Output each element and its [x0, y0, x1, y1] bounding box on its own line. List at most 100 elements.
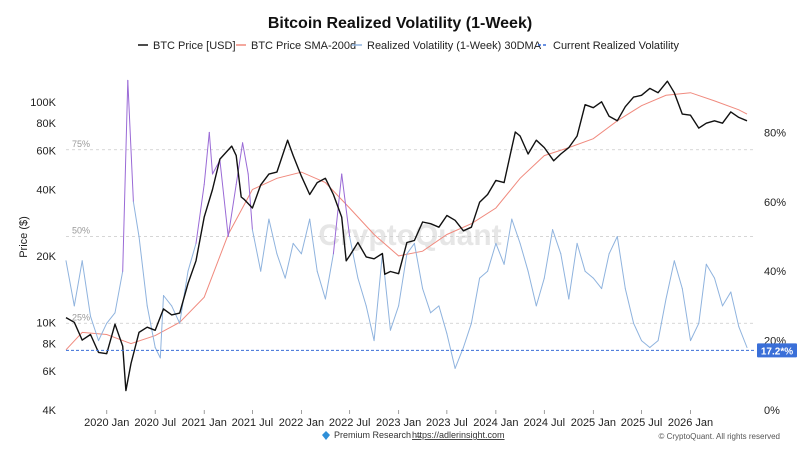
- volatility-segment: [324, 253, 334, 300]
- volatility-segment: [300, 218, 311, 255]
- volatility-segment: [247, 173, 253, 231]
- x-tick-label: 2024 Jul: [524, 417, 566, 429]
- volatility-segment: [208, 131, 213, 175]
- x-tick-label: 2022 Jan: [279, 417, 324, 429]
- volatility-segment: [163, 295, 173, 307]
- volatility-segment: [479, 270, 489, 279]
- left-tick-label: 20K: [36, 251, 56, 263]
- volatility-segment: [146, 305, 156, 348]
- left-tick-label: 40K: [36, 185, 56, 197]
- legend-label: BTC Price SMA-200d: [251, 40, 356, 52]
- diamond-icon: [322, 431, 330, 440]
- volatility-segment: [714, 277, 723, 307]
- volatility-segment: [641, 340, 651, 348]
- volatility-segment: [341, 173, 351, 237]
- volatility-segment: [219, 159, 229, 237]
- volatility-segment: [276, 253, 286, 279]
- volatility-segment: [260, 218, 270, 272]
- guide-label: 50%: [72, 226, 90, 236]
- volatility-segment: [81, 260, 91, 317]
- volatility-segment: [601, 253, 610, 290]
- volatility-segment: [560, 253, 570, 300]
- volatility-segment: [487, 242, 497, 272]
- volatility-segment: [649, 340, 659, 348]
- left-tick-label: 10K: [36, 317, 56, 329]
- volatility-segment: [316, 270, 326, 300]
- left-tick-label: 100K: [30, 97, 56, 109]
- legend-item: Realized Volatility (1-Week) 30DMA: [352, 40, 542, 52]
- volatility-segment: [430, 305, 440, 314]
- volatility-segment: [657, 298, 667, 342]
- volatility-segment: [413, 242, 424, 290]
- volatility-segment: [568, 242, 578, 300]
- y-axis-title: Price ($): [18, 216, 30, 258]
- volatility-segment: [373, 253, 383, 342]
- legend-item: BTC Price SMA-200d: [236, 40, 356, 52]
- volatility-segment: [543, 229, 554, 279]
- volatility-segment: [389, 305, 400, 331]
- volatility-segment: [698, 263, 707, 324]
- x-tick-label: 2021 Jul: [232, 417, 274, 429]
- watermark: CryptoQuant: [318, 219, 501, 252]
- x-tick-label: 2020 Jan: [84, 417, 129, 429]
- volatility-segment: [552, 229, 562, 255]
- volatility-segment: [195, 183, 205, 244]
- x-tick-label: 2026 Jan: [668, 417, 713, 429]
- right-tick-label: 80%: [764, 127, 786, 139]
- volatility-segment: [154, 347, 161, 359]
- volatility-segment: [127, 79, 134, 203]
- volatility-segment: [398, 253, 408, 307]
- volatility-segment: [365, 305, 375, 342]
- volatility-segment: [284, 242, 294, 279]
- volatility-segment: [495, 242, 505, 265]
- right-tick-label: 40%: [764, 266, 786, 278]
- volatility-segment: [681, 288, 691, 342]
- sma-200d-line: [65, 92, 748, 351]
- current-value-badge: 17.2*%: [757, 343, 797, 358]
- volatility-segment: [438, 305, 448, 335]
- volatility-segment: [292, 242, 302, 255]
- legend-label: BTC Price [USD]: [153, 40, 236, 52]
- volatility-segment: [132, 201, 140, 237]
- volatility-segment: [65, 260, 75, 307]
- volatility-segment: [624, 288, 635, 324]
- volatility-segment: [251, 229, 262, 272]
- legend-item: BTC Price [USD]: [138, 40, 236, 52]
- legend: BTC Price [USD] BTC Price SMA-200d Realize…: [138, 40, 679, 52]
- x-tick-label: 2022 Jul: [329, 417, 371, 429]
- volatility-segment: [122, 79, 129, 272]
- legend-item: Current Realized Volatility: [538, 40, 679, 52]
- volatility-segment: [90, 315, 99, 342]
- left-axis: 4K 6K 8K 10K 20K 40K 60K 80K 100K: [30, 97, 56, 417]
- volatility-segment: [357, 277, 367, 307]
- x-tick-label: 2020 Jul: [134, 417, 176, 429]
- volatility-segment: [332, 173, 343, 255]
- volatility-segment: [503, 218, 513, 265]
- volatility-segment: [309, 218, 318, 272]
- volatility-segment: [705, 263, 715, 279]
- copyright: © CryptoQuant. All rights reserved: [659, 432, 781, 441]
- volatility-segment: [665, 260, 675, 300]
- current-value-box: [757, 343, 797, 358]
- volatility-segment: [535, 277, 545, 307]
- volatility-segment: [527, 270, 537, 307]
- footer-link[interactable]: https://adlerinsight.com: [412, 430, 505, 440]
- volatility-segment: [673, 260, 683, 290]
- volatility-segment: [462, 322, 472, 348]
- volatility-segment: [446, 333, 456, 369]
- x-tick-label: 2025 Jul: [621, 417, 663, 429]
- volatility-segment: [616, 236, 626, 290]
- volatility-segment: [454, 347, 464, 369]
- volatility-segment: [576, 242, 586, 272]
- volatility-segment: [592, 277, 603, 290]
- series-layer: [65, 79, 755, 392]
- volatility-segment: [98, 322, 108, 342]
- volatility-segment: [406, 242, 415, 255]
- volatility-segment: [187, 242, 197, 272]
- volatility-segment: [227, 183, 237, 237]
- x-tick-label: 2024 Jan: [473, 417, 518, 429]
- volatility-segment: [511, 218, 521, 244]
- left-tick-label: 6K: [43, 366, 57, 378]
- volatility-segment: [738, 326, 748, 348]
